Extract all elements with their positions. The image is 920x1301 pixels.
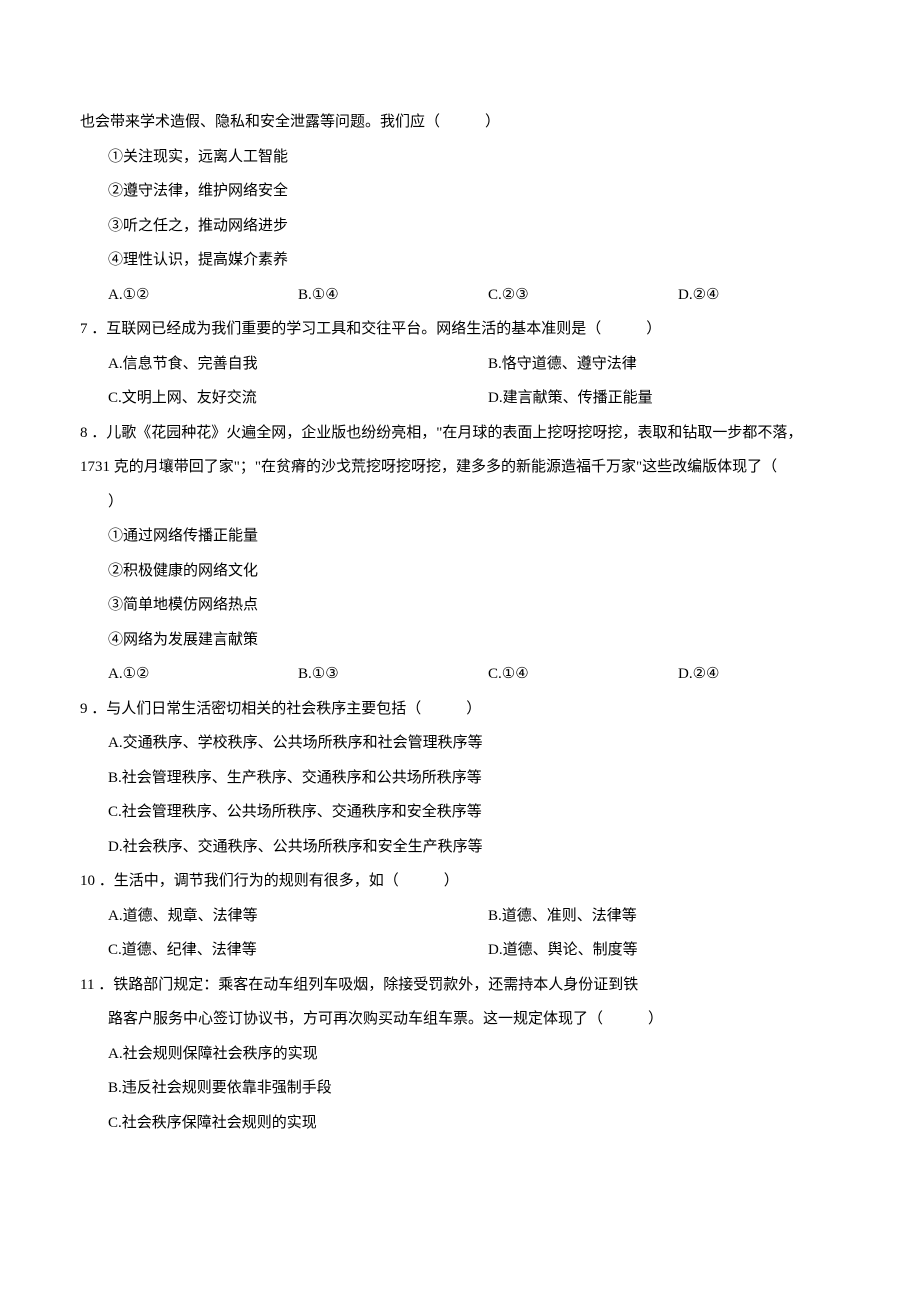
q7-stem: 7 ．互联网已经成为我们重要的学习工具和交往平台。网络生活的基本准则是（ ） [80,312,840,347]
q10-options-row2: C.道德、纪律、法律等 D.道德、舆论、制度等 [80,933,840,968]
q10-option-a: A.道德、规章、法律等 [108,899,488,934]
intro-option-a: A.①② [108,278,298,313]
q10-stem: 10 ．生活中，调节我们行为的规则有很多，如（ ） [80,864,840,899]
q8-stmt-4: ④网络为发展建言献策 [80,623,840,658]
q7-option-c: C.文明上网、友好交流 [108,381,488,416]
q11-option-a: A.社会规则保障社会秩序的实现 [80,1037,840,1072]
intro-stmt-4: ④理性认识，提高媒介素养 [80,243,840,278]
q7-options-row2: C.文明上网、友好交流 D.建言献策、传播正能量 [80,381,840,416]
q7-option-a: A.信息节食、完善自我 [108,347,488,382]
q8-option-b: B.①③ [298,657,488,692]
q9-stem: 9 ．与人们日常生活密切相关的社会秩序主要包括（ ） [80,692,840,727]
q11-stem-l1: 11 ．铁路部门规定：乘客在动车组列车吸烟，除接受罚款外，还需持本人身份证到铁 [80,968,840,1003]
q8-stmt-1: ①通过网络传播正能量 [80,519,840,554]
q10-option-d: D.道德、舆论、制度等 [488,933,868,968]
q8-stmt-2: ②积极健康的网络文化 [80,554,840,589]
q10-option-b: B.道德、准则、法律等 [488,899,868,934]
intro-option-d: D.②④ [678,278,868,313]
q8-stem-l2: 1731 克的月壤带回了家"；"在贫瘠的沙戈荒挖呀挖呀挖，建多多的新能源造福千万… [80,450,840,485]
q8-option-c: C.①④ [488,657,678,692]
intro-stem: 也会带来学术造假、隐私和安全泄露等问题。我们应（ ） [80,105,840,140]
exam-page: 也会带来学术造假、隐私和安全泄露等问题。我们应（ ） ①关注现实，远离人工智能 … [0,0,920,1200]
intro-option-b: B.①④ [298,278,488,313]
intro-option-c: C.②③ [488,278,678,313]
q7-option-d: D.建言献策、传播正能量 [488,381,868,416]
intro-options-row: A.①② B.①④ C.②③ D.②④ [80,278,840,313]
intro-stmt-2: ②遵守法律，维护网络安全 [80,174,840,209]
q8-option-a: A.①② [108,657,298,692]
q9-option-d: D.社会秩序、交通秩序、公共场所秩序和安全生产秩序等 [80,830,840,865]
q8-option-d: D.②④ [678,657,868,692]
q10-options-row1: A.道德、规章、法律等 B.道德、准则、法律等 [80,899,840,934]
q8-stem-l3: ） [80,485,840,520]
q7-option-b: B.恪守道德、遵守法律 [488,347,868,382]
q9-option-a: A.交通秩序、学校秩序、公共场所秩序和社会管理秩序等 [80,726,840,761]
q8-options-row: A.①② B.①③ C.①④ D.②④ [80,657,840,692]
q9-option-b: B.社会管理秩序、生产秩序、交通秩序和公共场所秩序等 [80,761,840,796]
q7-options-row1: A.信息节食、完善自我 B.恪守道德、遵守法律 [80,347,840,382]
q10-option-c: C.道德、纪律、法律等 [108,933,488,968]
intro-stmt-3: ③听之任之，推动网络进步 [80,209,840,244]
q11-stem-l2: 路客户服务中心签订协议书，方可再次购买动车组车票。这一规定体现了（ ） [80,1002,840,1037]
q8-stem-l1: 8 ．儿歌《花园种花》火遍全网，企业版也纷纷亮相，"在月球的表面上挖呀挖呀挖，表… [80,416,840,451]
intro-stmt-1: ①关注现实，远离人工智能 [80,140,840,175]
q11-option-b: B.违反社会规则要依靠非强制手段 [80,1071,840,1106]
q11-option-c: C.社会秩序保障社会规则的实现 [80,1106,840,1141]
q8-stmt-3: ③简单地模仿网络热点 [80,588,840,623]
q9-option-c: C.社会管理秩序、公共场所秩序、交通秩序和安全秩序等 [80,795,840,830]
